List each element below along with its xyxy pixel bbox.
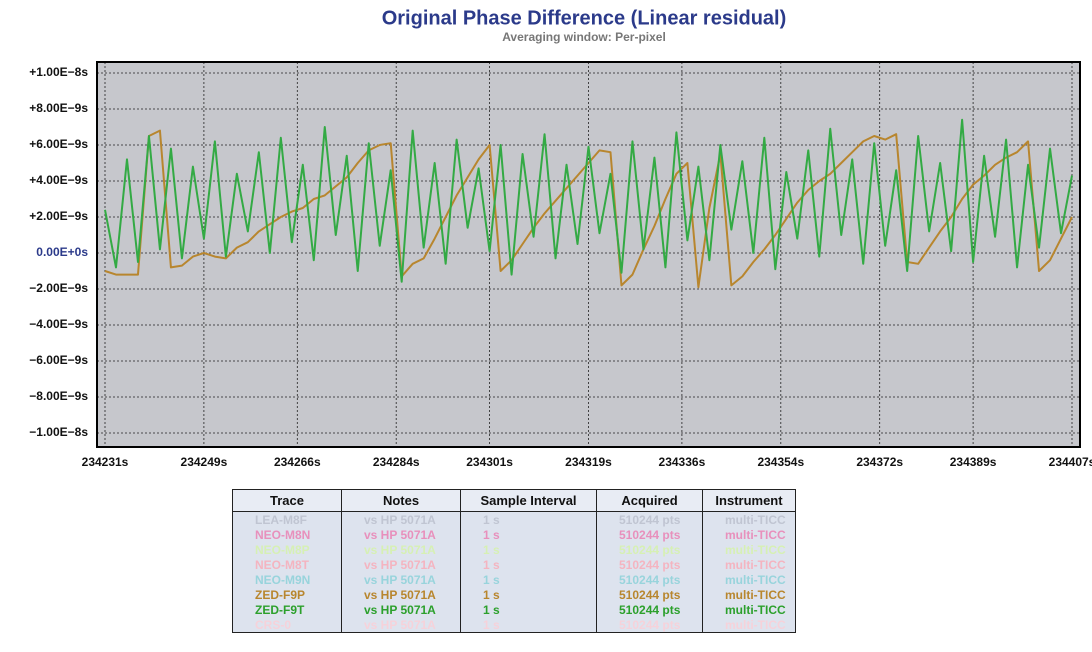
chart: Original Phase Difference (Linear residu…	[29, 7, 1092, 469]
table-cell: multi-TICC	[702, 557, 796, 572]
trace-row[interactable]: ZED-F9P vs HP 5071A 1 s 510244 pts multi-TIC…	[232, 587, 796, 602]
table-cell: multi-TICC	[702, 602, 796, 617]
table-cell: ZED-F9T	[232, 602, 342, 617]
trace-row[interactable]: NEO-M8P vs HP 5071A 1 s 510244 pts multi-TIC…	[232, 542, 796, 557]
x-tick-label: 234389s	[950, 455, 997, 469]
table-cell: NEO-M8P	[232, 542, 342, 557]
x-tick-label: 234301s	[466, 455, 513, 469]
series-line	[104, 118, 1073, 283]
x-tick-label: 234249s	[181, 455, 228, 469]
table-cell: vs HP 5071A	[341, 527, 461, 542]
y-tick-label: +4.00E−9s	[29, 173, 88, 187]
table-cell: multi-TICC	[702, 572, 796, 587]
column-header: Notes	[341, 489, 461, 512]
table-cell: ZED-F9P	[232, 587, 342, 602]
table-cell: 510244 pts	[596, 572, 703, 587]
table-cell: vs HP 5071A	[341, 587, 461, 602]
y-tick-label: +6.00E−9s	[29, 137, 88, 151]
x-tick-label: 234231s	[82, 455, 129, 469]
plot-frame	[96, 61, 1081, 448]
x-tick-label: 234266s	[274, 455, 321, 469]
y-tick-label: −6.00E−9s	[29, 353, 88, 367]
x-tick-label: 234354s	[757, 455, 804, 469]
trace-row[interactable]: NEO-M8N vs HP 5071A 1 s 510244 pts multi-TIC…	[232, 527, 796, 542]
column-header: Sample Interval	[460, 489, 597, 512]
y-tick-label: −8.00E−9s	[29, 389, 88, 403]
y-tick-label: +2.00E−9s	[29, 209, 88, 223]
table-cell: 510244 pts	[596, 511, 703, 527]
table-cell: 510244 pts	[596, 542, 703, 557]
table-cell: 1 s	[460, 527, 597, 542]
trace-row[interactable]: ZED-F9T vs HP 5071A 1 s 510244 pts multi-TIC…	[232, 602, 796, 617]
table-cell: CRS-0	[232, 617, 342, 633]
table-cell: LEA-M8F	[232, 511, 342, 527]
table-cell: vs HP 5071A	[341, 511, 461, 527]
column-header: Acquired	[596, 489, 703, 512]
trace-table: Trace Notes Sample Interval Acquired Instrum…	[232, 489, 796, 633]
column-header: Trace	[232, 489, 342, 512]
x-tick-label: 234372s	[856, 455, 903, 469]
trace-row[interactable]: CRS-0 vs HP 5071A 1 s 510244 pts multi-TICC	[232, 617, 796, 633]
x-tick-label: 234284s	[373, 455, 420, 469]
table-cell: 1 s	[460, 602, 597, 617]
table-cell: 1 s	[460, 572, 597, 587]
y-tick-label: −2.00E−9s	[29, 281, 88, 295]
x-tick-label: 234407s	[1049, 455, 1092, 469]
y-tick-label: 0.00E+0s	[36, 245, 88, 259]
table-cell: 510244 pts	[596, 617, 703, 633]
table-cell: multi-TICC	[702, 542, 796, 557]
table-header: Trace Notes Sample Interval Acquired Instrum…	[232, 489, 796, 512]
y-tick-label: +1.00E−8s	[29, 65, 88, 79]
table-cell: vs HP 5071A	[341, 572, 461, 587]
table-cell: NEO-M8T	[232, 557, 342, 572]
table-cell: multi-TICC	[702, 511, 796, 527]
trace-row[interactable]: NEO-M9N vs HP 5071A 1 s 510244 pts multi-TIC…	[232, 572, 796, 587]
y-tick-label: +8.00E−9s	[29, 101, 88, 115]
x-tick-label: 234319s	[565, 455, 612, 469]
table-cell: 510244 pts	[596, 587, 703, 602]
table-cell: NEO-M8N	[232, 527, 342, 542]
chart-subtitle: Averaging window: Per-pixel	[502, 30, 666, 44]
table-cell: vs HP 5071A	[341, 617, 461, 633]
chart-title: Original Phase Difference (Linear residu…	[382, 7, 787, 29]
table-cell: 1 s	[460, 617, 597, 633]
x-tick-label: 234336s	[659, 455, 706, 469]
table-cell: 1 s	[460, 511, 597, 527]
trace-row[interactable]: LEA-M8F vs HP 5071A 1 s 510244 pts multi-TIC…	[232, 511, 796, 527]
column-header: Instrument	[702, 489, 796, 512]
table-cell: 510244 pts	[596, 527, 703, 542]
table-cell: 1 s	[460, 557, 597, 572]
table-cell: multi-TICC	[702, 527, 796, 542]
table-cell: multi-TICC	[702, 617, 796, 633]
table-cell: multi-TICC	[702, 587, 796, 602]
series-layer	[104, 118, 1073, 289]
table-cell: 510244 pts	[596, 557, 703, 572]
table-cell: NEO-M9N	[232, 572, 342, 587]
trace-row[interactable]: NEO-M8T vs HP 5071A 1 s 510244 pts multi-TIC…	[232, 557, 796, 572]
table-cell: vs HP 5071A	[341, 557, 461, 572]
table-cell: vs HP 5071A	[341, 602, 461, 617]
table-cell: 1 s	[460, 542, 597, 557]
table-cell: vs HP 5071A	[341, 542, 461, 557]
y-tick-label: −4.00E−9s	[29, 317, 88, 331]
y-tick-label: −1.00E−8s	[29, 425, 88, 439]
table-cell: 1 s	[460, 587, 597, 602]
table-cell: 510244 pts	[596, 602, 703, 617]
